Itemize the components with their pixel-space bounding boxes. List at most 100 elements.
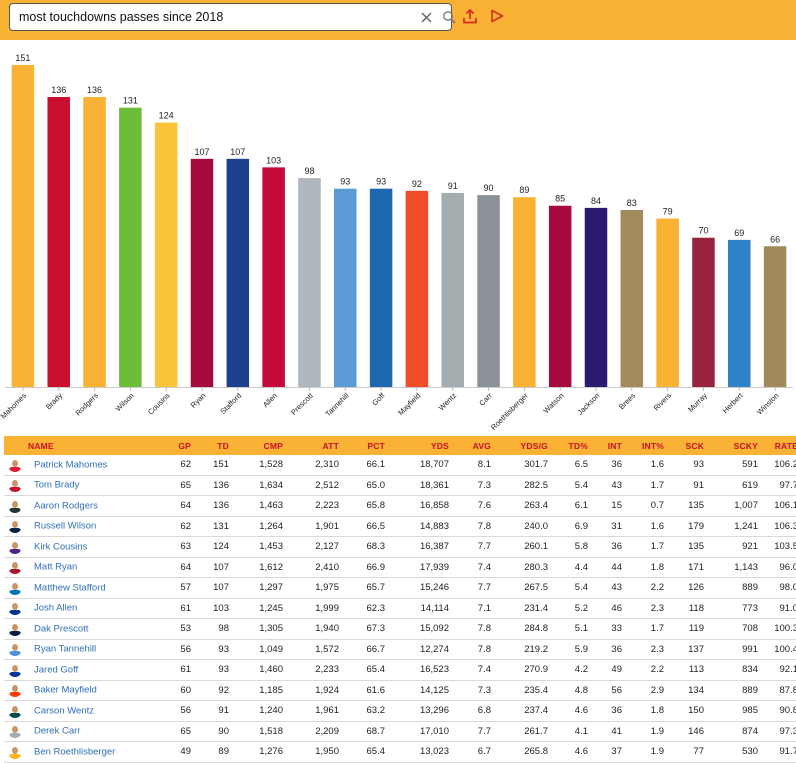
- column-header-att[interactable]: ATT: [322, 440, 339, 451]
- cell-int: 44: [594, 557, 628, 578]
- cell-yds-g: 219.2: [497, 639, 554, 660]
- column-header-int[interactable]: INT: [607, 440, 622, 451]
- bar-stafford[interactable]: [226, 158, 250, 387]
- cell-cmp: 1,185: [235, 680, 289, 701]
- cell-att: 1,924: [289, 680, 345, 701]
- cell-avg: 7.7: [455, 536, 497, 558]
- x-tick-label: Mayfield: [396, 391, 422, 417]
- cell-att: 1,901: [289, 516, 345, 537]
- cell-att: 1,950: [289, 741, 345, 763]
- cell-pct: 66.7: [345, 639, 391, 660]
- player-link[interactable]: Dak Prescott: [34, 623, 89, 635]
- column-header-rate[interactable]: RATE: [774, 440, 796, 451]
- cell-scky: 1,143: [710, 557, 764, 578]
- search-icon[interactable]: [442, 10, 456, 24]
- player-link[interactable]: Josh Allen: [34, 602, 78, 614]
- data-label: 89: [519, 185, 529, 195]
- cell-yds-g: 260.1: [497, 536, 554, 558]
- player-link[interactable]: Derek Carr: [34, 725, 81, 737]
- column-header-cmp[interactable]: CMP: [263, 440, 283, 451]
- cell-att: 2,310: [289, 455, 345, 476]
- player-link[interactable]: Carson Wentz: [34, 705, 95, 717]
- cell-gp: 61: [157, 598, 197, 619]
- bar-winston[interactable]: [763, 246, 787, 387]
- bar-wentz[interactable]: [441, 192, 464, 387]
- player-link[interactable]: Tom Brady: [34, 479, 80, 491]
- player-link[interactable]: Baker Mayfield: [34, 684, 97, 696]
- column-header-yds[interactable]: YDS: [430, 440, 449, 451]
- bar-rodgers[interactable]: [83, 96, 106, 387]
- bar-brees[interactable]: [620, 210, 644, 387]
- player-link[interactable]: Kirk Cousins: [34, 541, 88, 553]
- cell-scky: 985: [710, 700, 764, 722]
- cell-yds: 18,361: [391, 475, 455, 496]
- bar-mayfield[interactable]: [405, 190, 429, 387]
- cell-avg: 7.7: [455, 577, 497, 599]
- player-link[interactable]: Ben Roethlisberger: [34, 746, 116, 758]
- table-row: Jared Goff 61 93 1,460 2,233 65.4 16,523 7.4 270…: [4, 659, 796, 681]
- bar-carr[interactable]: [477, 195, 500, 387]
- data-label: 93: [340, 177, 350, 187]
- cell-yds-g: 270.9: [497, 659, 554, 681]
- player-link[interactable]: Russell Wilson: [34, 520, 97, 532]
- cell-gp: 65: [157, 721, 197, 742]
- player-link[interactable]: Jared Goff: [34, 664, 79, 676]
- player-link[interactable]: Ryan Tannehill: [34, 643, 97, 655]
- search-box[interactable]: most touchdowns passes since 2018: [9, 3, 456, 31]
- player-link[interactable]: Matthew Stafford: [34, 582, 106, 594]
- bar-prescott[interactable]: [298, 178, 321, 387]
- play-icon[interactable]: [490, 9, 504, 23]
- column-header-pct[interactable]: PCT: [367, 440, 385, 451]
- bar-herbert[interactable]: [728, 239, 751, 387]
- close-icon[interactable]: [420, 11, 433, 24]
- table-row: Patrick Mahomes 62 151 1,528 2,310 66.1 18,707…: [4, 455, 796, 476]
- cell-yds-g: 231.4: [497, 598, 554, 619]
- upload-icon[interactable]: [462, 8, 478, 24]
- table-row: Dak Prescott 53 98 1,305 1,940 67.3 15,092 7.8 2…: [4, 618, 796, 640]
- cell-td: 5.2: [554, 598, 594, 619]
- bar-jackson[interactable]: [584, 207, 608, 387]
- player-name-cell: Jared Goff: [4, 659, 157, 681]
- cell-td: 91: [197, 700, 235, 722]
- bar-chart: 151 Mahomes 136 Brady 136 Rodgers 131 Wilson 124…: [0, 53, 793, 432]
- bar-wilson[interactable]: [119, 107, 142, 387]
- cell-avg: 7.7: [455, 721, 497, 742]
- cell-gp: 64: [157, 495, 197, 517]
- bar-allen[interactable]: [262, 167, 285, 387]
- player-link[interactable]: Patrick Mahomes: [34, 459, 108, 471]
- column-header-td[interactable]: TD: [217, 440, 229, 451]
- bar-brady[interactable]: [47, 96, 70, 387]
- column-header-scky[interactable]: SCKY: [733, 440, 758, 451]
- column-header-avg[interactable]: AVG: [472, 440, 491, 451]
- x-tick-label: Wentz: [437, 391, 458, 412]
- cell-pct: 63.2: [345, 700, 391, 722]
- player-link[interactable]: Aaron Rodgers: [34, 500, 98, 512]
- column-header-td[interactable]: TD%: [568, 440, 588, 451]
- bar-goff[interactable]: [369, 188, 393, 387]
- player-name-cell: Carson Wentz: [4, 700, 157, 722]
- cell-scky: 921: [710, 536, 764, 558]
- cell-yds: 16,523: [391, 659, 455, 681]
- bar-roethlisberger[interactable]: [513, 197, 536, 387]
- player-link[interactable]: Matt Ryan: [34, 561, 78, 573]
- bar-murray[interactable]: [692, 237, 715, 387]
- bar-watson[interactable]: [548, 205, 572, 387]
- column-header-name[interactable]: NAME: [28, 440, 54, 451]
- cell-int: 1.8: [628, 700, 670, 722]
- table-row: Derek Carr 65 90 1,518 2,209 68.7 17,010 7.7 261…: [4, 721, 796, 742]
- cell-scky: 619: [710, 475, 764, 496]
- column-header-sck[interactable]: SCK: [685, 440, 704, 451]
- cell-avg: 7.8: [455, 618, 497, 640]
- bar-tannehill[interactable]: [334, 188, 357, 387]
- cell-rate: 90.8: [764, 700, 796, 722]
- column-header-gp[interactable]: GP: [178, 440, 191, 451]
- search-input[interactable]: most touchdowns passes since 2018: [19, 10, 224, 24]
- column-header-int[interactable]: INT%: [641, 440, 664, 451]
- bar-ryan[interactable]: [190, 158, 214, 387]
- table-body: Patrick Mahomes 62 151 1,528 2,310 66.1 18,707…: [4, 455, 796, 763]
- bar-rivers[interactable]: [656, 218, 679, 387]
- bar-cousins[interactable]: [154, 122, 178, 387]
- cell-gp: 60: [157, 680, 197, 701]
- bar-mahomes[interactable]: [11, 65, 35, 387]
- column-header-yds-g[interactable]: YDS/G: [520, 440, 548, 451]
